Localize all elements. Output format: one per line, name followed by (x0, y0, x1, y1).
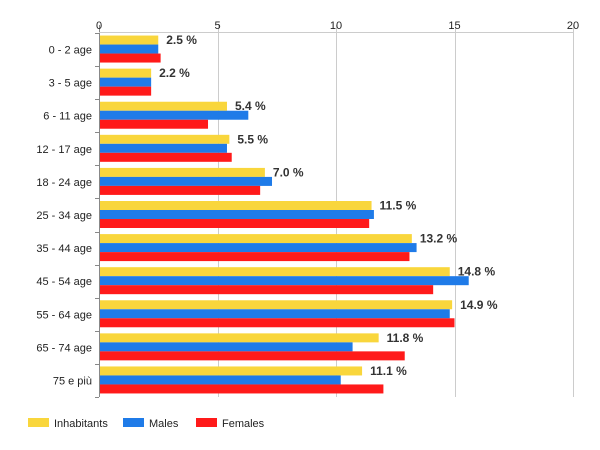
legend-item-males: Males (123, 418, 179, 430)
legend-item-inhabitants: Inhabitants (28, 418, 108, 430)
legend-swatch (28, 418, 49, 427)
category-label: 3 - 5 age (49, 78, 92, 90)
data-label: 2.5 % (166, 33, 197, 47)
bar-females (100, 351, 405, 361)
legend: Inhabitants Males Females (28, 418, 265, 430)
category-label: 75 e più (53, 375, 92, 387)
bar-males (100, 77, 152, 87)
category-label: 12 - 17 age (36, 144, 92, 156)
category-label: 35 - 44 age (36, 243, 92, 255)
category-label: 65 - 74 age (36, 342, 92, 354)
data-label: 11.1 % (370, 364, 407, 378)
bar-inhabitants (100, 267, 450, 277)
bar-females (100, 285, 434, 295)
data-label: 2.2 % (159, 66, 190, 80)
bar-females (100, 152, 232, 162)
bar-females (100, 384, 384, 394)
bar-females (100, 53, 161, 63)
bar-females (100, 318, 455, 328)
bar-inhabitants (100, 167, 265, 177)
bar-inhabitants (100, 366, 363, 376)
bar-inhabitants (100, 234, 412, 244)
data-label: 11.5 % (380, 199, 417, 213)
bar-males (100, 210, 374, 219)
legend-item-females: Females (196, 418, 265, 430)
bar-males (100, 44, 159, 54)
bar-males (100, 342, 353, 352)
category-label: 55 - 64 age (36, 309, 92, 321)
bar-males (100, 110, 249, 120)
category-labels: 0 - 2 age 3 - 5 age 6 - 11 age 12 - 17 age 1… (36, 45, 92, 388)
legend-swatch (196, 418, 217, 427)
bar-females (100, 219, 370, 228)
legend-label: Males (149, 418, 179, 430)
x-tick-label: 10 (330, 20, 342, 32)
x-tick-label: 20 (567, 20, 579, 32)
bar-inhabitants (100, 68, 152, 78)
category-label: 45 - 54 age (36, 276, 92, 288)
bar-females (100, 119, 209, 129)
bars (100, 35, 469, 394)
bar-females (100, 185, 261, 195)
data-labels: 2.5 % 2.2 % 5.4 % 5.5 % 7.0 % 11.5 % 13.2 % 14.… (159, 33, 498, 378)
data-label: 5.5 % (237, 132, 268, 146)
data-label: 14.8 % (458, 265, 496, 279)
legend-swatch (123, 418, 144, 427)
bar-inhabitants (100, 35, 159, 45)
x-tick-label: 0 (96, 20, 102, 32)
category-label: 6 - 11 age (43, 111, 92, 123)
bar-males (100, 176, 273, 186)
bar-inhabitants (100, 300, 453, 310)
bar-males (100, 375, 341, 385)
x-tick-label: 5 (214, 20, 220, 32)
bar-inhabitants (100, 333, 379, 343)
category-label: 25 - 34 age (36, 210, 92, 222)
bar-inhabitants (100, 201, 372, 210)
bar-males (100, 276, 469, 286)
bar-females (100, 252, 410, 262)
x-tick-label: 15 (448, 20, 460, 32)
bar-males (100, 309, 450, 319)
bar-females (100, 86, 152, 96)
bar-males (100, 243, 417, 253)
data-label: 5.4 % (235, 99, 266, 113)
data-label: 14.9 % (460, 298, 498, 312)
legend-label: Females (222, 418, 265, 430)
data-label: 13.2 % (420, 232, 458, 246)
x-axis-ticks: 0 5 10 15 20 (96, 20, 579, 32)
category-label: 18 - 24 age (36, 177, 92, 189)
category-label: 0 - 2 age (49, 45, 92, 57)
data-label: 7.0 % (273, 165, 304, 179)
data-label: 11.8 % (387, 331, 424, 345)
bar-males (100, 143, 227, 153)
legend-label: Inhabitants (54, 418, 108, 430)
bar-inhabitants (100, 101, 227, 111)
bar-inhabitants (100, 134, 230, 144)
